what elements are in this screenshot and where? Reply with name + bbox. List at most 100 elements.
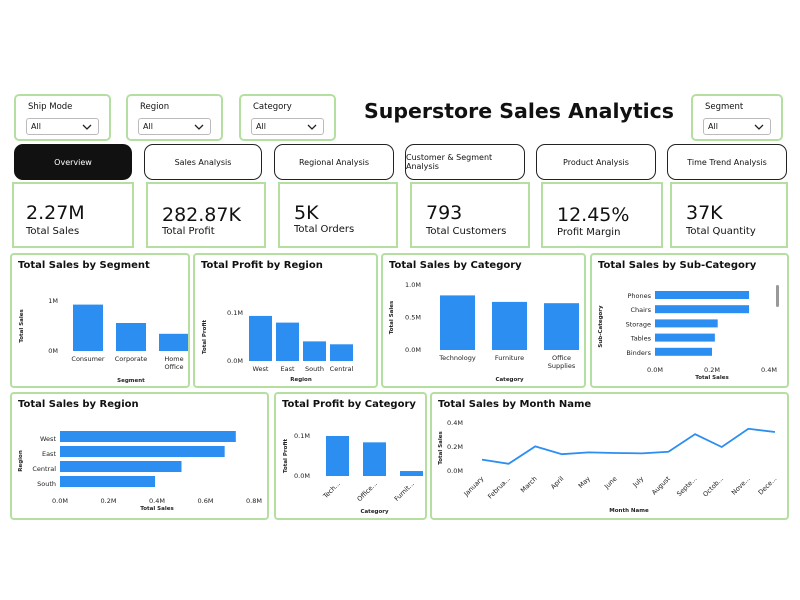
y-tick-label: 0.0M: [294, 472, 310, 480]
kpi-value: 793: [426, 202, 463, 224]
x-axis-label: Segment: [117, 378, 145, 384]
x-tick-label: 0.4M: [149, 497, 165, 505]
x-tick-label: Central: [330, 365, 354, 373]
chart-sales-by-segment[interactable]: Total Sales by Segment Consumer Corporate…: [10, 253, 190, 388]
kpi-total-customers: 793 Total Customers: [410, 182, 530, 248]
kpi-total-orders: 5K Total Orders: [278, 182, 398, 248]
chart-title: Total Sales by Category: [389, 260, 522, 271]
bar: [60, 461, 182, 472]
tab-customer-segment-analysis[interactable]: Customer & Segment Analysis: [405, 144, 525, 180]
y-tick-label: South: [37, 480, 56, 488]
y-tick-label: 0.1M: [227, 309, 243, 317]
bar: [60, 476, 156, 487]
x-tick-label: South: [305, 365, 324, 373]
y-tick-label: 0.5M: [405, 314, 421, 322]
chart-sales-by-month[interactable]: Total Sales by Month Name January Februa.…: [430, 392, 789, 520]
x-axis-label: Category: [495, 377, 524, 383]
x-tick-label: Furniture: [495, 354, 524, 362]
y-axis-label: Sub-Category: [598, 305, 604, 348]
y-tick-label: Binders: [626, 349, 651, 357]
chevron-down-icon: [754, 124, 764, 130]
x-tick-label: March: [519, 475, 539, 495]
tab-regional-analysis[interactable]: Regional Analysis: [274, 144, 394, 180]
y-axis-label: Total Sales: [19, 309, 25, 343]
bar: [116, 323, 146, 351]
chart-svg: West East Central South 0.0M 0.2M 0.4M 0.6M 0.8M…: [18, 431, 262, 512]
x-tick-label: August: [650, 474, 672, 496]
category-dropdown[interactable]: All: [251, 118, 324, 135]
bar: [400, 471, 423, 476]
y-axis-label: Total Sales: [389, 300, 395, 334]
segment-dropdown[interactable]: All: [703, 118, 771, 135]
x-tick-label: Dece...: [757, 475, 779, 497]
bar: [303, 341, 326, 361]
region-dropdown[interactable]: All: [138, 118, 211, 135]
bar: [363, 442, 386, 476]
tab-product-analysis[interactable]: Product Analysis: [536, 144, 656, 180]
y-tick-label: Storage: [626, 320, 651, 328]
chart-title: Total Profit by Category: [282, 399, 416, 410]
scrollbar[interactable]: [776, 285, 779, 307]
y-axis-label: Total Sales: [438, 431, 444, 465]
slicer-segment[interactable]: Segment All: [691, 94, 783, 141]
chart-profit-by-region[interactable]: Total Profit by Region West East South Cent…: [193, 253, 378, 388]
series-line: [481, 427, 776, 465]
page-title: Superstore Sales Analytics: [364, 99, 675, 123]
y-tick-label: 0.2M: [447, 443, 463, 451]
tab-sales-analysis[interactable]: Sales Analysis: [144, 144, 262, 180]
slicer-region[interactable]: Region All: [126, 94, 223, 141]
slicer-category[interactable]: Category All: [239, 94, 336, 141]
x-tick-label: Tech...: [321, 480, 342, 501]
bar: [330, 344, 353, 361]
tab-time-trend-analysis[interactable]: Time Trend Analysis: [667, 144, 787, 180]
y-tick-label: West: [40, 435, 56, 443]
x-tick-label: Office...: [355, 480, 378, 503]
x-tick-label: Consumer: [71, 355, 104, 363]
kpi-profit-margin: 12.45% Profit Margin: [541, 182, 663, 248]
bar: [655, 305, 750, 314]
kpi-value: 5K: [294, 202, 319, 224]
y-tick-label: East: [42, 450, 56, 458]
chart-sales-by-subcategory[interactable]: Total Sales by Sub-Category Phones Chairs…: [590, 253, 789, 388]
y-axis-label: Region: [18, 450, 24, 472]
x-tick-label: 0.0M: [52, 497, 68, 505]
x-axis-label: Total Sales: [695, 375, 729, 381]
x-axis-label: Category: [360, 509, 389, 515]
chart-profit-by-category[interactable]: Total Profit by Category Tech... Office..…: [274, 392, 427, 520]
kpi-total-quantity: 37K Total Quantity: [670, 182, 788, 248]
y-tick-label: 0.0M: [447, 467, 463, 475]
x-tick-label: 0.2M: [704, 366, 720, 374]
kpi-total-sales: 2.27M Total Sales: [12, 182, 134, 248]
kpi-total-profit: 282.87K Total Profit: [146, 182, 266, 248]
kpi-label: Profit Margin: [557, 227, 621, 238]
x-tick-label: Office: [165, 363, 184, 371]
bar: [492, 301, 527, 350]
chart-sales-by-region[interactable]: Total Sales by Region West East Central Sou…: [10, 392, 269, 520]
kpi-value: 282.87K: [162, 204, 241, 226]
slicer-ship-mode[interactable]: Ship Mode All: [14, 94, 111, 141]
bar: [440, 295, 475, 350]
chart-sales-by-category[interactable]: Total Sales by Category Technology Furnit…: [381, 253, 586, 388]
tab-overview[interactable]: Overview: [14, 144, 132, 180]
chevron-down-icon: [307, 124, 317, 130]
x-tick-label: East: [280, 365, 294, 373]
x-tick-label: Home: [164, 355, 183, 363]
x-tick-label: 0.0M: [647, 366, 663, 374]
slicer-label: Region: [140, 102, 170, 112]
kpi-value: 37K: [686, 202, 723, 224]
x-axis-label: Region: [290, 377, 312, 383]
x-tick-label: Septe...: [675, 475, 698, 498]
bar: [655, 319, 718, 328]
ship-mode-dropdown[interactable]: All: [26, 118, 99, 135]
chart-svg: West East South Central 0.1M 0.0M Region Total …: [202, 309, 354, 383]
bar: [159, 333, 188, 351]
kpi-label: Total Profit: [162, 226, 215, 237]
kpi-label: Total Quantity: [686, 226, 756, 237]
y-tick-label: 1M: [48, 297, 58, 305]
y-tick-label: Chairs: [630, 306, 651, 314]
x-tick-label: Office: [552, 354, 571, 362]
y-tick-label: 0.0M: [405, 346, 421, 354]
bar: [276, 322, 299, 361]
